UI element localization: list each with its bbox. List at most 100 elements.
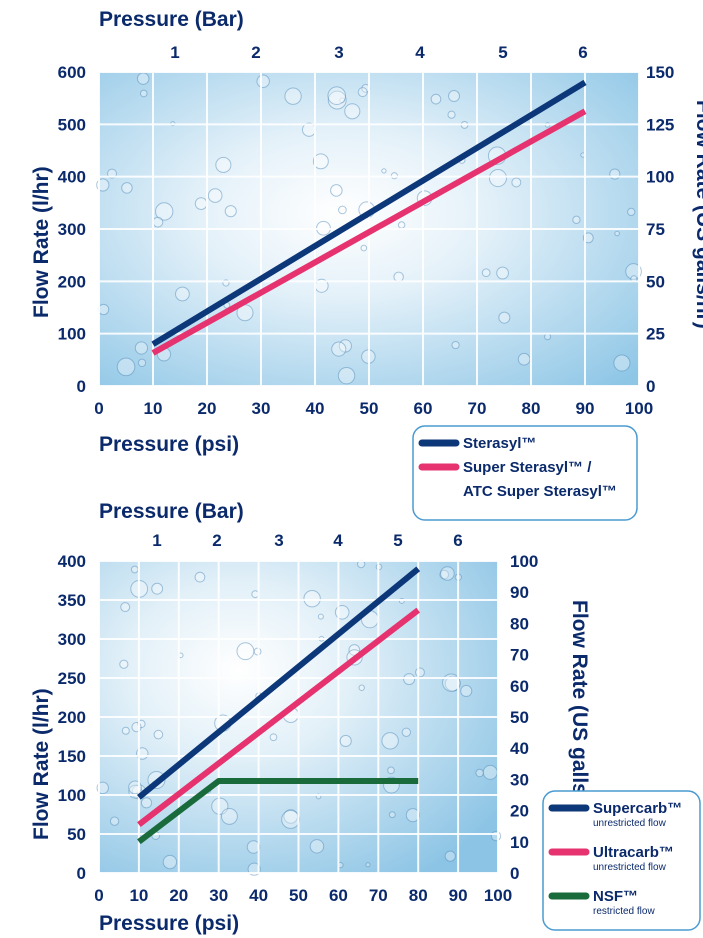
water-droplet [121, 726, 130, 735]
x-top-tick-label: 2 [212, 531, 221, 550]
x-tick-label: 50 [360, 399, 379, 418]
water-droplet [357, 87, 368, 98]
x-tick-label: 80 [522, 399, 541, 418]
x-tick-label: 60 [414, 399, 433, 418]
water-droplet [338, 339, 352, 353]
x-tick-label: 50 [289, 886, 308, 905]
x-tick-label: 30 [209, 886, 228, 905]
x-tick-label: 20 [198, 399, 217, 418]
water-droplet [403, 673, 416, 686]
water-droplet [220, 807, 238, 825]
y2-tick-label: 30 [510, 770, 529, 789]
x-top-tick-label: 2 [251, 43, 260, 62]
y2-tick-label: 0 [510, 864, 519, 883]
water-droplet [137, 358, 147, 368]
water-droplet [281, 809, 301, 829]
water-droplet [330, 184, 343, 197]
chart-2: Pressure (Bar)1 2 3 4 5 60 10 20 30 40 50 60 70 80 90 1… [30, 500, 701, 935]
y-tick-label: 200 [58, 708, 86, 727]
legend-label-0: Supercarb™ [593, 800, 682, 817]
y2-tick-label: 150 [646, 63, 674, 82]
water-droplet [572, 215, 581, 224]
y-tick-label: 300 [58, 630, 86, 649]
x-top-tick-label: 3 [274, 531, 283, 550]
y-tick-label: 250 [58, 669, 86, 688]
water-droplet [116, 357, 136, 377]
legend-label-2: NSF™ [593, 888, 638, 905]
water-droplet [381, 168, 387, 174]
water-droplet [136, 72, 150, 85]
x-tick-label: 70 [369, 886, 388, 905]
y2-tick-label: 25 [646, 325, 665, 344]
legend-sublabel-2: restricted flow [593, 906, 655, 917]
y2-tick-label: 100 [646, 168, 674, 187]
water-droplet [481, 268, 491, 278]
x-top-tick-label: 5 [498, 43, 507, 62]
water-droplet [121, 182, 133, 194]
x-top-tick-label: 3 [334, 43, 343, 62]
y2-axis-title: Flow Rate (US galls/hr) [568, 600, 591, 829]
water-droplet [194, 197, 208, 210]
water-droplet [207, 188, 223, 203]
y-tick-label: 350 [58, 591, 86, 610]
y2-tick-label: 50 [646, 272, 665, 291]
water-droplet [348, 644, 361, 656]
legend-label-1: Ultracarb™ [593, 844, 674, 861]
water-droplet [451, 340, 460, 350]
x-tick-label: 40 [249, 886, 268, 905]
legend-sublabel-0: unrestricted flow [593, 818, 667, 829]
y-tick-label: 400 [58, 168, 86, 187]
y2-tick-label: 100 [510, 552, 538, 571]
y-tick-label: 200 [58, 272, 86, 291]
water-droplet [387, 766, 395, 775]
water-droplet [511, 177, 522, 188]
water-droplet [360, 244, 368, 252]
water-droplet [415, 667, 425, 678]
y-tick-label: 600 [58, 63, 86, 82]
y2-tick-label: 75 [646, 220, 665, 239]
water-droplet [327, 90, 347, 110]
water-droplet [393, 271, 404, 283]
water-droplet [331, 341, 347, 357]
x-top-tick-label: 1 [170, 43, 179, 62]
y-axis-title: Flow Rate (l/hr) [30, 166, 53, 318]
y-tick-label: 300 [58, 220, 86, 239]
water-droplet [284, 87, 302, 105]
x-tick-label: 10 [144, 399, 163, 418]
x-tick-label: 90 [449, 886, 468, 905]
water-droplet [488, 169, 507, 188]
series-line-2 [137, 777, 419, 845]
water-droplet [337, 366, 356, 385]
water-droplet [475, 768, 484, 778]
y2-tick-label: 50 [510, 708, 529, 727]
water-droplet [134, 341, 149, 355]
series-line-1 [137, 607, 421, 828]
y-tick-label: 100 [58, 786, 86, 805]
chart-1: Pressure (Bar)1 2 3 4 5 60 10 20 30 40 50 60 70 80 90 1… [30, 8, 703, 521]
water-droplet [496, 266, 509, 280]
water-droplet [256, 74, 270, 88]
x-tick-label: 100 [484, 886, 512, 905]
y2-tick-label: 60 [510, 677, 529, 696]
water-droplet [309, 839, 325, 854]
water-droplet [381, 732, 399, 750]
y-tick-label: 100 [58, 325, 86, 344]
water-droplet [613, 354, 631, 372]
x-tick-label: 40 [306, 399, 325, 418]
legend-label-0: Sterasyl™ [463, 435, 536, 452]
water-droplet [246, 840, 261, 854]
y2-tick-label: 70 [510, 646, 529, 665]
y2-tick-label: 0 [646, 377, 655, 396]
water-droplet [269, 733, 278, 742]
water-droplet [119, 659, 129, 669]
water-droplet [498, 311, 511, 324]
x-top-tick-label: 6 [453, 531, 462, 550]
water-droplet [152, 216, 164, 228]
legend-label-1: Super Sterasyl™ / [463, 459, 592, 476]
water-droplet [397, 221, 406, 229]
water-droplet [401, 727, 412, 737]
x-top-tick-label: 4 [415, 43, 425, 62]
water-droplet [162, 854, 178, 870]
y2-tick-label: 80 [510, 614, 529, 633]
